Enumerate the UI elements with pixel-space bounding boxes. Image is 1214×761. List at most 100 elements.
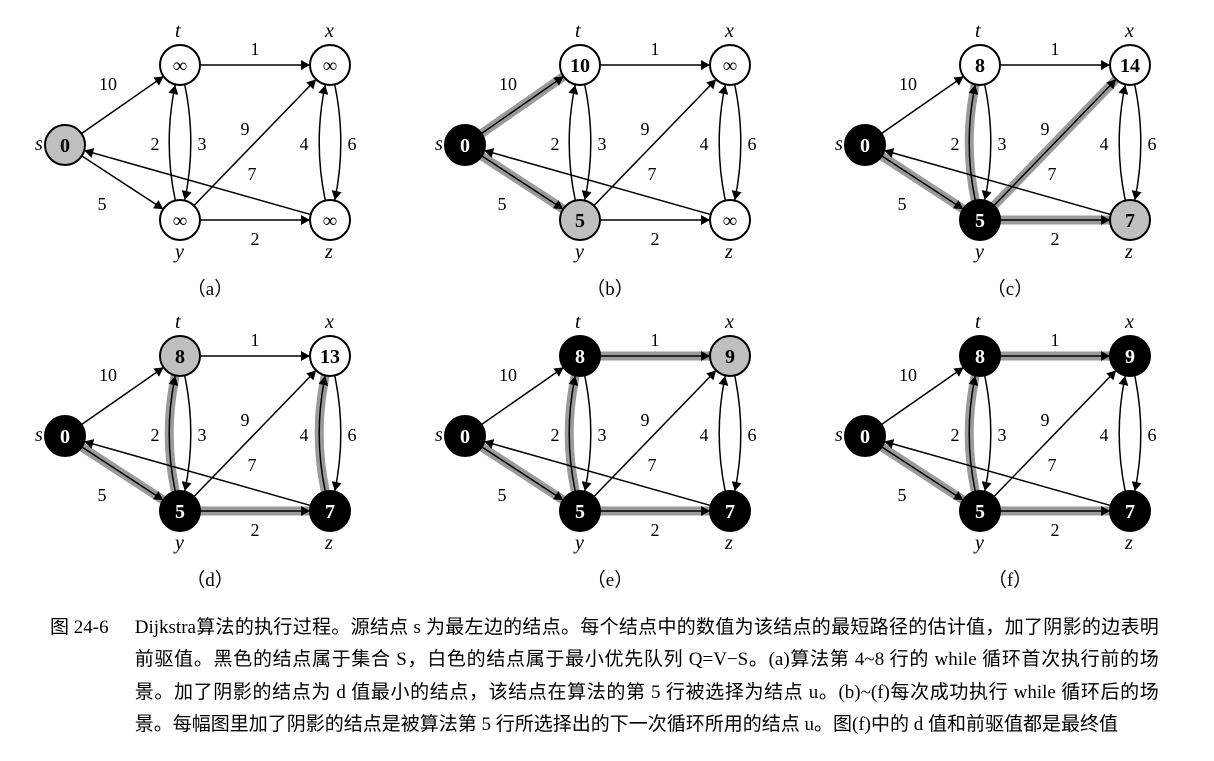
caption-body: Dijkstra算法的执行过程。源结点 s 为最左边的结点。每个结点中的数值为该… (135, 612, 1159, 741)
svg-text:1: 1 (251, 39, 260, 59)
svg-text:s: s (435, 133, 443, 155)
svg-text:6: 6 (748, 134, 757, 154)
svg-text:x: x (1124, 311, 1134, 333)
svg-text:5: 5 (98, 485, 107, 505)
svg-text:5: 5 (498, 485, 507, 505)
svg-text:7: 7 (1048, 164, 1057, 184)
svg-text:10: 10 (99, 365, 117, 385)
svg-text:5: 5 (175, 501, 185, 523)
svg-text:8: 8 (575, 346, 585, 368)
panel-e: 105123924670s8t9x5y7z（e） (420, 311, 800, 592)
svg-text:z: z (1124, 532, 1133, 554)
svg-text:t: t (175, 311, 181, 333)
svg-text:x: x (724, 20, 734, 42)
svg-text:7: 7 (648, 164, 657, 184)
svg-text:2: 2 (951, 134, 960, 154)
svg-text:8: 8 (975, 346, 985, 368)
svg-text:1: 1 (651, 39, 660, 59)
svg-text:6: 6 (348, 134, 357, 154)
svg-text:7: 7 (648, 455, 657, 475)
svg-text:5: 5 (98, 194, 107, 214)
svg-text:∞: ∞ (723, 55, 737, 77)
svg-text:y: y (173, 241, 184, 263)
svg-text:7: 7 (325, 501, 335, 523)
svg-text:4: 4 (700, 134, 709, 154)
svg-text:2: 2 (151, 425, 160, 445)
svg-text:5: 5 (975, 501, 985, 523)
panel-label-f: （f） (820, 565, 1200, 592)
svg-text:7: 7 (248, 455, 257, 475)
svg-text:t: t (975, 20, 981, 42)
svg-text:3: 3 (598, 134, 607, 154)
svg-text:1: 1 (251, 330, 260, 350)
svg-text:4: 4 (1100, 134, 1109, 154)
svg-text:13: 13 (320, 346, 340, 368)
svg-text:2: 2 (551, 134, 560, 154)
svg-text:s: s (35, 424, 43, 446)
svg-text:0: 0 (60, 135, 70, 157)
svg-text:2: 2 (251, 520, 260, 540)
svg-text:y: y (173, 532, 184, 554)
svg-text:∞: ∞ (173, 210, 187, 232)
svg-text:z: z (724, 532, 733, 554)
svg-text:2: 2 (551, 425, 560, 445)
svg-text:s: s (835, 133, 843, 155)
svg-text:6: 6 (1148, 134, 1157, 154)
panel-b: 105123924670s10t∞x5y∞z（b） (420, 20, 800, 301)
svg-text:5: 5 (498, 194, 507, 214)
svg-text:5: 5 (575, 210, 585, 232)
svg-text:4: 4 (300, 425, 309, 445)
svg-text:7: 7 (248, 164, 257, 184)
svg-text:t: t (575, 311, 581, 333)
svg-text:7: 7 (1125, 210, 1135, 232)
svg-text:7: 7 (1125, 501, 1135, 523)
svg-text:6: 6 (1148, 425, 1157, 445)
svg-text:3: 3 (998, 425, 1007, 445)
svg-text:5: 5 (898, 485, 907, 505)
svg-text:t: t (175, 20, 181, 42)
svg-text:s: s (435, 424, 443, 446)
svg-text:7: 7 (1048, 455, 1057, 475)
svg-text:2: 2 (251, 229, 260, 249)
svg-text:8: 8 (175, 346, 185, 368)
panel-c: 105123924670s8t14x5y7z（c） (820, 20, 1200, 301)
panel-f: 105123924670s8t9x5y7z（f） (820, 311, 1200, 592)
svg-text:5: 5 (575, 501, 585, 523)
svg-text:3: 3 (198, 425, 207, 445)
svg-text:t: t (975, 311, 981, 333)
svg-text:3: 3 (998, 134, 1007, 154)
svg-text:2: 2 (651, 229, 660, 249)
svg-text:9: 9 (641, 410, 650, 430)
svg-text:∞: ∞ (323, 55, 337, 77)
svg-text:2: 2 (651, 520, 660, 540)
svg-text:10: 10 (499, 74, 517, 94)
svg-text:9: 9 (1041, 119, 1050, 139)
svg-text:z: z (1124, 241, 1133, 263)
svg-text:∞: ∞ (173, 55, 187, 77)
svg-text:6: 6 (748, 425, 757, 445)
svg-text:0: 0 (460, 426, 470, 448)
svg-text:10: 10 (499, 365, 517, 385)
svg-text:x: x (1124, 20, 1134, 42)
figure-caption: 图 24-6 Dijkstra算法的执行过程。源结点 s 为最左边的结点。每个结… (20, 612, 1194, 741)
svg-text:2: 2 (1051, 520, 1060, 540)
svg-text:4: 4 (300, 134, 309, 154)
svg-text:2: 2 (151, 134, 160, 154)
svg-text:t: t (575, 20, 581, 42)
svg-text:3: 3 (598, 425, 607, 445)
svg-text:9: 9 (241, 119, 250, 139)
svg-text:10: 10 (570, 55, 590, 77)
svg-text:2: 2 (951, 425, 960, 445)
panel-a: 105123924670s∞t∞x∞y∞z（a） (20, 20, 400, 301)
svg-text:14: 14 (1120, 55, 1140, 77)
svg-text:z: z (724, 241, 733, 263)
panel-label-a: （a） (20, 274, 400, 301)
svg-text:y: y (573, 532, 584, 554)
svg-text:y: y (973, 532, 984, 554)
panel-label-c: （c） (820, 274, 1200, 301)
svg-text:8: 8 (975, 55, 985, 77)
svg-text:2: 2 (1051, 229, 1060, 249)
svg-text:s: s (35, 133, 43, 155)
svg-text:x: x (724, 311, 734, 333)
svg-text:0: 0 (60, 426, 70, 448)
